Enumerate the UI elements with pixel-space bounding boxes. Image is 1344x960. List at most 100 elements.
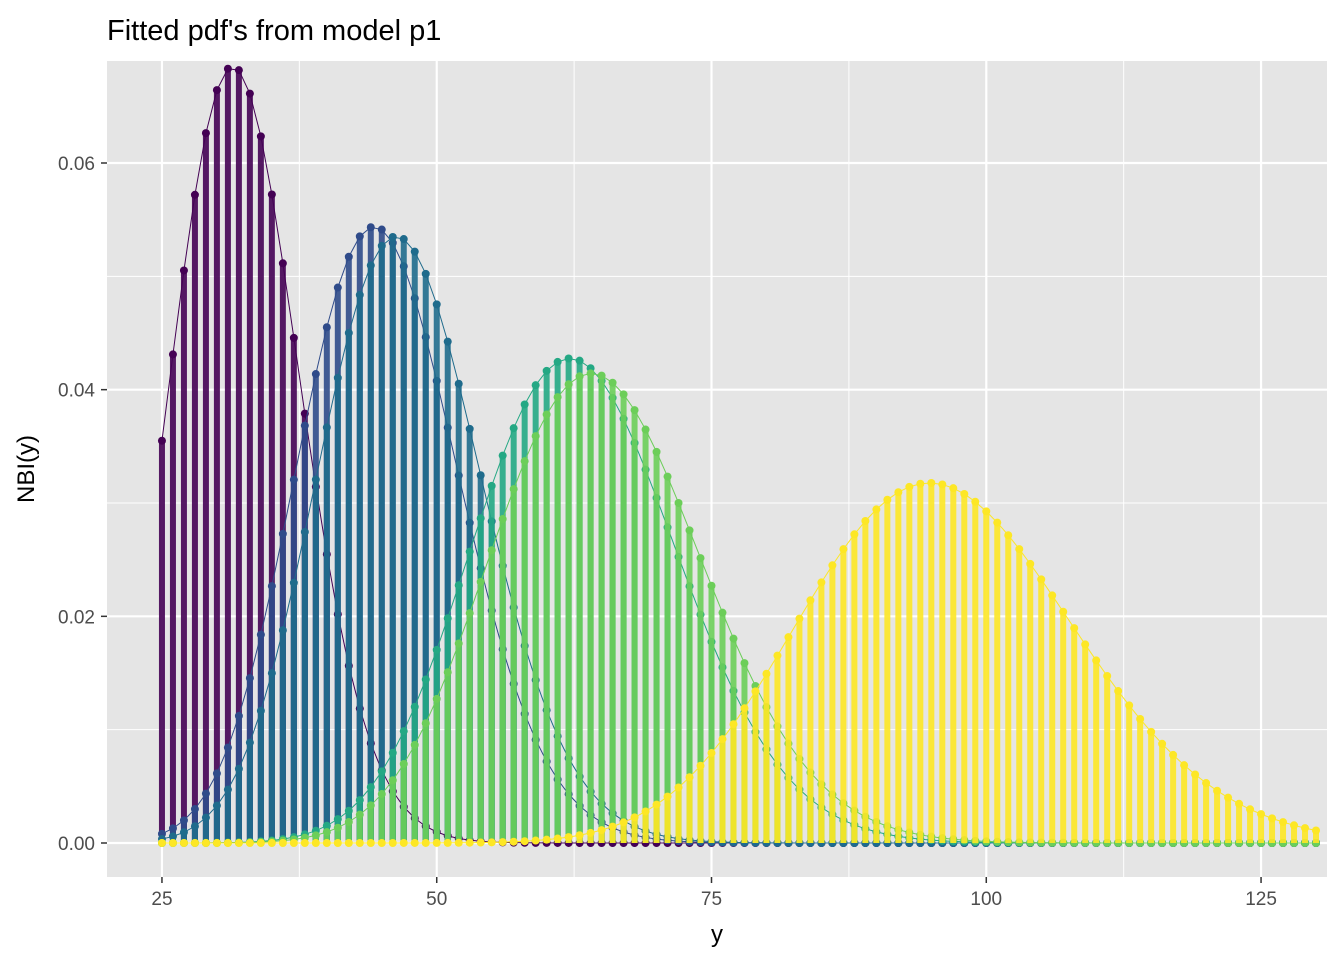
- point: [531, 836, 540, 845]
- point: [289, 578, 298, 587]
- point: [531, 381, 540, 390]
- point: [322, 828, 331, 837]
- point: [1070, 624, 1079, 633]
- point: [586, 369, 595, 378]
- point: [454, 581, 463, 590]
- point: [476, 514, 485, 523]
- point: [322, 323, 331, 332]
- point: [476, 577, 485, 586]
- point: [311, 370, 320, 379]
- point: [289, 333, 298, 342]
- point: [608, 822, 617, 831]
- point: [256, 630, 265, 639]
- point: [355, 290, 364, 299]
- point: [190, 822, 199, 831]
- point: [443, 838, 452, 847]
- point: [949, 484, 958, 493]
- point: [157, 436, 166, 445]
- point: [1081, 640, 1090, 649]
- point: [201, 839, 210, 847]
- point: [245, 674, 254, 683]
- point: [542, 366, 551, 375]
- series-layer: [157, 64, 1321, 847]
- point: [817, 578, 826, 587]
- point: [696, 761, 705, 770]
- point: [1268, 814, 1277, 823]
- point: [707, 581, 716, 590]
- point: [212, 86, 221, 95]
- point: [223, 64, 232, 73]
- point: [696, 554, 705, 563]
- point: [454, 838, 463, 847]
- point: [421, 675, 430, 684]
- point: [509, 837, 518, 846]
- point: [212, 769, 221, 778]
- point: [377, 838, 386, 847]
- point: [674, 498, 683, 507]
- point: [872, 505, 881, 514]
- point: [905, 482, 914, 491]
- point: [564, 380, 573, 389]
- point: [487, 838, 496, 847]
- point: [267, 839, 276, 847]
- point: [1290, 821, 1299, 830]
- point: [575, 831, 584, 840]
- point: [575, 356, 584, 365]
- point: [432, 300, 441, 309]
- point: [377, 241, 386, 250]
- point: [377, 767, 386, 776]
- point: [487, 481, 496, 490]
- point: [355, 796, 364, 805]
- y-tick-label: 0.06: [58, 154, 95, 175]
- point: [520, 400, 529, 409]
- point: [663, 792, 672, 801]
- point: [487, 546, 496, 555]
- point: [1191, 770, 1200, 779]
- point: [707, 749, 716, 758]
- point: [322, 423, 331, 432]
- point: [740, 704, 749, 713]
- point: [597, 371, 606, 380]
- point: [718, 608, 727, 617]
- point: [201, 129, 210, 138]
- point: [355, 838, 364, 847]
- plot-panel: [107, 61, 1327, 877]
- point: [1312, 826, 1321, 835]
- point: [344, 817, 353, 826]
- point: [388, 838, 397, 847]
- point: [1257, 810, 1266, 819]
- point: [531, 432, 540, 441]
- point: [355, 810, 364, 819]
- point: [465, 547, 474, 556]
- point: [443, 337, 452, 346]
- point: [168, 824, 177, 833]
- point: [432, 694, 441, 703]
- y-tick-label: 0.02: [58, 607, 95, 628]
- point: [421, 269, 430, 278]
- point: [542, 835, 551, 844]
- point: [498, 838, 507, 847]
- point: [333, 823, 342, 832]
- point: [410, 702, 419, 711]
- point: [366, 223, 375, 232]
- point: [344, 838, 353, 847]
- point: [245, 89, 254, 98]
- point: [388, 232, 397, 241]
- point: [542, 410, 551, 419]
- point: [223, 839, 232, 847]
- point: [245, 738, 254, 747]
- point: [454, 639, 463, 648]
- y-axis: 0.00 0.02 0.04 0.06: [58, 154, 107, 855]
- point: [256, 706, 265, 715]
- point: [377, 790, 386, 799]
- point: [234, 764, 243, 773]
- point: [784, 633, 793, 642]
- point: [234, 66, 243, 75]
- point: [322, 838, 331, 847]
- point: [652, 800, 661, 809]
- point: [311, 838, 320, 847]
- point: [1026, 559, 1035, 568]
- point: [421, 719, 430, 728]
- point: [630, 813, 639, 822]
